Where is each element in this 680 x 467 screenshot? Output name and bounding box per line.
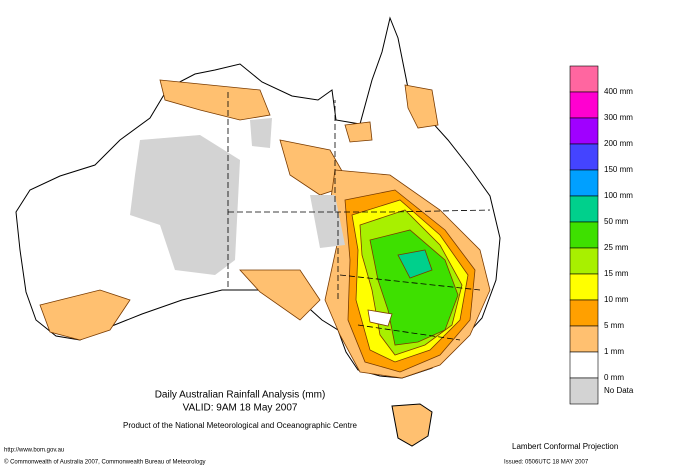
legend-swatch [569, 351, 599, 379]
legend-swatch [569, 195, 599, 223]
legend-label: 25 mm [604, 243, 629, 252]
legend-swatch [569, 117, 599, 145]
map-title: Daily Australian Rainfall Analysis (mm) [155, 390, 326, 401]
legend-label: 200 mm [604, 139, 633, 148]
legend-label: 15 mm [604, 269, 629, 278]
copyright: © Commonwealth of Australia 2007, Common… [4, 459, 206, 466]
legend-label: 100 mm [604, 191, 633, 200]
legend-label: 10 mm [604, 295, 629, 304]
state-borders [227, 92, 491, 341]
legend-swatch [569, 377, 599, 405]
url: http://www.bom.gov.au [4, 448, 64, 454]
legend-label: 400 mm [604, 87, 633, 96]
legend-swatch [569, 325, 599, 353]
legend-label: No Data [604, 386, 634, 395]
legend-label: 150 mm [604, 165, 633, 174]
legend-label: 5 mm [604, 321, 624, 330]
issued: Issued: 0506UTC 18 MAY 2007 [504, 460, 589, 466]
rain-areas [39, 79, 491, 379]
projection: Lambert Conformal Projection [512, 442, 618, 451]
legend-swatch [569, 143, 599, 171]
legend-label: 50 mm [604, 217, 629, 226]
legend-swatch [569, 299, 599, 327]
legend-swatch [569, 247, 599, 275]
legend-swatch [569, 221, 599, 249]
product-note: Product of the National Meteorological a… [123, 421, 357, 430]
map [15, 16, 501, 447]
legend-swatch [569, 273, 599, 301]
legend-swatch [569, 65, 599, 93]
legend: 400 mm 300 mm 200 mm 150 mm 100 mm 50 mm 25 mm… [569, 65, 634, 405]
legend-label: 300 mm [604, 113, 633, 122]
legend-swatch [569, 169, 599, 197]
valid-time: VALID: 9AM 18 May 2007 [183, 403, 298, 414]
legend-swatch [569, 91, 599, 119]
no-data-areas [130, 118, 345, 275]
legend-label: 1 mm [604, 347, 624, 356]
legend-label: 0 mm [604, 373, 624, 382]
tasmania [391, 403, 433, 447]
